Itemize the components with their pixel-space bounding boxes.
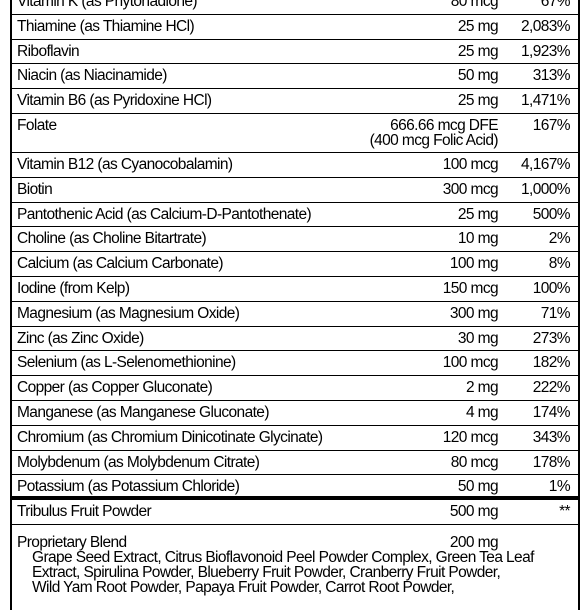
nutrient-row-chromium: Chromium (as Chromium Dinicotinate Glyci…	[12, 426, 578, 451]
nutrient-daily-value: 100%	[532, 279, 571, 297]
nutrient-row-riboflavin: Riboflavin 25 mg 1,923%	[12, 40, 578, 65]
blend-name: Proprietary Blend	[17, 534, 127, 551]
nutrient-name: Vitamin B12 (as Cyanocobalamin)	[17, 155, 233, 173]
nutrient-row-niacin: Niacin (as Niacinamide) 50 mg 313%	[12, 64, 578, 90]
folate-amount-dfe: 666.66 mcg DFE	[390, 116, 499, 134]
nutrient-row-molybdenum: Molybdenum (as Molybdenum Citrate) 80 mc…	[12, 451, 578, 476]
nutrient-daily-value: 1,471%	[521, 92, 571, 110]
nutrient-row-calcium: Calcium (as Calcium Carbonate) 100 mg 8%	[12, 252, 578, 277]
nutrient-amount: 10 mg	[457, 230, 499, 248]
nutrient-daily-value: 500%	[532, 205, 571, 223]
blend-ingredients-line: Grape Seed Extract, Citrus Bioflavonoid …	[32, 549, 534, 566]
nutrient-amount: 30 mg	[457, 329, 499, 347]
nutrient-row-folate: Folate 666.66 mcg DFE (400 mcg Folic Aci…	[12, 114, 578, 153]
nutrient-amount: 25 mg	[457, 92, 499, 110]
nutrient-amount: 666.66 mcg DFE (400 mcg Folic Acid)	[369, 116, 499, 149]
nutrient-name: Niacin (as Niacinamide)	[17, 67, 167, 85]
nutrient-daily-value: 174%	[532, 403, 571, 421]
ingredient-name: Tribulus Fruit Powder	[17, 503, 152, 521]
nutrient-name: Manganese (as Manganese Gluconate)	[17, 403, 269, 421]
blend-ingredients: Grape Seed Extract, Citrus Bioflavonoid …	[32, 549, 572, 596]
nutrient-name: Calcium (as Calcium Carbonate)	[17, 255, 224, 273]
nutrient-amount: 50 mg	[457, 478, 499, 496]
nutrient-daily-value: 2,083%	[521, 17, 571, 35]
nutrient-row-vitamin-b6: Vitamin B6 (as Pyridoxine HCl) 25 mg 1,4…	[12, 89, 578, 114]
nutrient-daily-value: 343%	[532, 428, 571, 446]
nutrient-row-manganese: Manganese (as Manganese Gluconate) 4 mg …	[12, 401, 578, 426]
nutrient-row-potassium: Potassium (as Potassium Chloride) 50 mg …	[12, 475, 578, 501]
nutrient-row-choline: Choline (as Choline Bitartrate) 10 mg 2%	[12, 227, 578, 253]
nutrient-row-vitamin-b12: Vitamin B12 (as Cyanocobalamin) 100 mcg …	[12, 153, 578, 178]
nutrient-name: Selenium (as L-Selenomethionine)	[17, 354, 236, 372]
blend-ingredients-line: Extract, Spirulina Powder, Blueberry Fru…	[32, 564, 501, 581]
nutrient-amount: 4 mg	[465, 403, 499, 421]
nutrient-name: Zinc (as Zinc Oxide)	[17, 329, 144, 347]
nutrient-name: Potassium (as Potassium Chloride)	[17, 478, 240, 496]
nutrient-name: Choline (as Choline Bitartrate)	[17, 230, 207, 248]
nutrient-name: Riboflavin	[17, 42, 80, 60]
nutrient-daily-value: 178%	[532, 453, 571, 471]
nutrient-row-thiamine: Thiamine (as Thiamine HCl) 25 mg 2,083%	[12, 15, 578, 40]
nutrient-name: Folate	[17, 116, 57, 134]
nutrient-row-biotin: Biotin 300 mcg 1,000%	[12, 178, 578, 203]
nutrient-amount: 25 mg	[457, 42, 499, 60]
nutrient-name: Biotin	[17, 180, 53, 198]
nutrient-amount: 100 mcg	[442, 155, 499, 173]
nutrient-name: Copper (as Copper Gluconate)	[17, 379, 213, 397]
nutrient-amount: 100 mcg	[442, 354, 499, 372]
nutrient-name: Pantothenic Acid (as Calcium-D-Pantothen…	[17, 205, 312, 223]
nutrient-daily-value: 2%	[548, 230, 571, 248]
nutrient-daily-value: 167%	[532, 116, 571, 134]
nutrient-name: Vitamin B6 (as Pyridoxine HCl)	[17, 92, 212, 110]
nutrient-amount: 300 mcg	[442, 180, 499, 198]
nutrient-row-iodine: Iodine (from Kelp) 150 mcg 100%	[12, 277, 578, 302]
ingredient-row-tribulus: Tribulus Fruit Powder 500 mg **	[12, 500, 578, 525]
nutrient-amount: 150 mcg	[442, 279, 499, 297]
nutrient-amount: 80 mcg	[450, 0, 499, 10]
nutrient-amount: 25 mg	[457, 17, 499, 35]
blend-ingredients-line: Wild Yam Root Powder, Papaya Fruit Powde…	[32, 579, 455, 596]
nutrient-daily-value: 182%	[532, 354, 571, 372]
nutrient-name: Thiamine (as Thiamine HCl)	[17, 17, 195, 35]
nutrient-name: Chromium (as Chromium Dinicotinate Glyci…	[17, 428, 323, 446]
nutrient-daily-value: 222%	[532, 379, 571, 397]
nutrient-daily-value: 67%	[540, 0, 571, 10]
nutrient-row-copper: Copper (as Copper Gluconate) 2 mg 222%	[12, 376, 578, 401]
nutrient-amount: 100 mg	[449, 255, 499, 273]
nutrient-row-selenium: Selenium (as L-Selenomethionine) 100 mcg…	[12, 351, 578, 377]
nutrient-daily-value: 1%	[548, 478, 571, 496]
nutrient-name: Molybdenum (as Molybdenum Citrate)	[17, 453, 260, 471]
nutrient-amount: 120 mcg	[442, 428, 499, 446]
nutrient-name: Vitamin K (as Phytonadione)	[17, 0, 198, 10]
nutrient-daily-value: 4,167%	[521, 155, 571, 173]
nutrient-row-pantothenic-acid: Pantothenic Acid (as Calcium-D-Pantothen…	[12, 203, 578, 228]
nutrient-name: Iodine (from Kelp)	[17, 279, 130, 297]
nutrient-row-zinc: Zinc (as Zinc Oxide) 30 mg 273%	[12, 327, 578, 352]
nutrient-amount: 2 mg	[465, 379, 499, 397]
nutrient-daily-value: 273%	[532, 329, 571, 347]
nutrient-daily-value: 313%	[532, 67, 571, 85]
nutrient-daily-value: 8%	[548, 255, 571, 273]
nutrient-amount: 300 mg	[449, 304, 499, 322]
nutrient-amount: 25 mg	[457, 205, 499, 223]
nutrient-daily-value: 71%	[540, 304, 571, 322]
nutrient-table: Vitamin K (as Phytonadione) 80 mcg 67% T…	[12, 0, 578, 525]
ingredient-daily-value: **	[559, 503, 570, 521]
nutrient-amount: 50 mg	[457, 67, 499, 85]
nutrient-daily-value: 1,000%	[521, 180, 571, 198]
folate-amount-folic-acid: (400 mcg Folic Acid)	[369, 131, 499, 149]
nutrient-row-vitamin-k: Vitamin K (as Phytonadione) 80 mcg 67%	[12, 0, 578, 15]
blend-amount: 200 mg	[449, 534, 499, 551]
nutrient-daily-value: 1,923%	[521, 42, 571, 60]
ingredient-amount: 500 mg	[449, 503, 499, 521]
nutrient-row-magnesium: Magnesium (as Magnesium Oxide) 300 mg 71…	[12, 302, 578, 327]
nutrient-name: Magnesium (as Magnesium Oxide)	[17, 304, 240, 322]
supplement-facts-panel: Vitamin K (as Phytonadione) 80 mcg 67% T…	[10, 0, 580, 610]
nutrient-amount: 80 mcg	[450, 453, 499, 471]
